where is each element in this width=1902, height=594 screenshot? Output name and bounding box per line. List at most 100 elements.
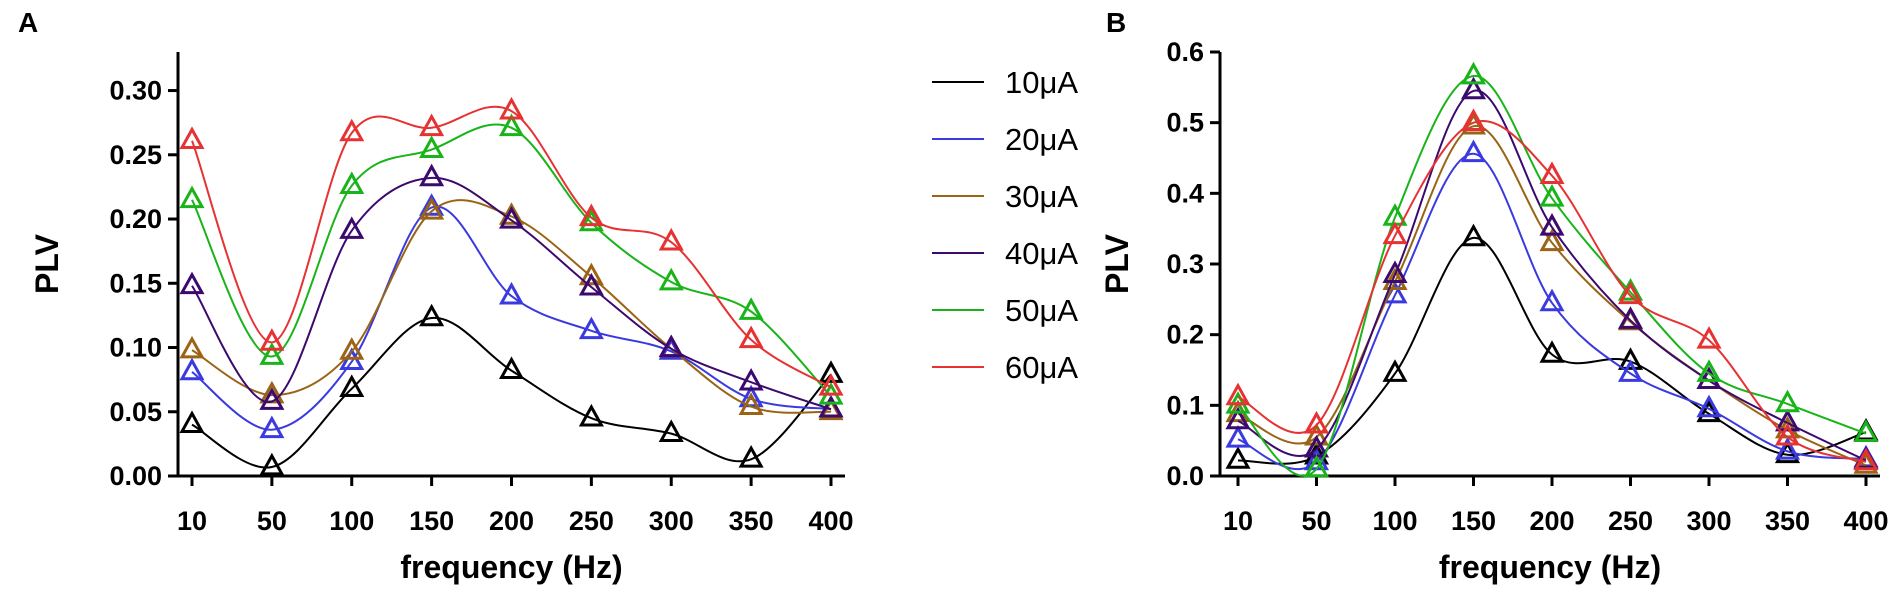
series-line	[191, 205, 832, 431]
data-point-marker	[179, 126, 205, 149]
data-point-marker	[259, 452, 285, 476]
data-point-marker	[179, 410, 205, 433]
data-point-marker	[578, 272, 604, 296]
data-point-marker	[1539, 213, 1565, 236]
x-tick-label: 250	[569, 506, 614, 536]
data-point-marker	[1382, 359, 1408, 382]
data-point-marker	[658, 419, 684, 442]
data-point-marker	[1225, 406, 1251, 430]
x-axis-title: frequency (Hz)	[400, 549, 622, 585]
x-tick-label: 400	[808, 506, 853, 536]
data-point-marker	[498, 206, 525, 229]
series-line	[1237, 74, 1867, 477]
x-tick-label: 50	[1301, 506, 1331, 536]
data-point-marker	[1617, 306, 1644, 329]
data-point-marker	[1617, 359, 1644, 382]
series-line	[1237, 236, 1867, 465]
y-tick-label: 0.25	[109, 140, 162, 170]
series-line	[1237, 125, 1867, 467]
panel-a: A 0.00 0.05 0.10 0.15 0.20 0.25 0.30 10 50 100 150 2…	[18, 7, 854, 585]
x-tick-label: 350	[1765, 506, 1810, 536]
y-axis-title: PLV	[1099, 233, 1135, 294]
data-point-marker	[1460, 139, 1487, 163]
x-tick-label: 100	[1372, 506, 1417, 536]
series-20ua	[1225, 139, 1879, 471]
data-point-marker	[1696, 366, 1722, 389]
legend: 10μA 20μA 30μA 40μA 50μA 60μA	[932, 65, 1078, 385]
x-tick-label: 400	[1843, 506, 1888, 536]
x-tick-label: 150	[1451, 506, 1496, 536]
data-point-marker	[578, 262, 604, 286]
data-point-marker	[1696, 394, 1722, 418]
legend-item: 40μA	[932, 236, 1078, 271]
data-point-marker	[1774, 422, 1801, 446]
data-point-marker	[419, 193, 445, 216]
x-tick-label: 300	[649, 506, 694, 536]
data-point-marker	[1539, 340, 1565, 363]
legend-item: 20μA	[932, 122, 1078, 157]
axes-lines	[1218, 52, 1880, 478]
data-point-marker	[658, 334, 684, 358]
y-tick-label: 0.20	[109, 204, 162, 234]
data-point-marker	[498, 202, 525, 225]
data-point-marker	[1617, 347, 1644, 370]
series-line	[191, 316, 832, 469]
series-line	[191, 199, 832, 414]
legend-label: 20μA	[1005, 122, 1078, 157]
data-point-marker	[1774, 389, 1801, 413]
series-line	[191, 123, 832, 397]
series-40ua	[179, 163, 844, 418]
x-tick-label: 150	[409, 506, 454, 536]
x-tick-label: 250	[1608, 506, 1653, 536]
legend-label: 10μA	[1005, 65, 1078, 100]
series-line	[191, 105, 832, 389]
y-tick-label: 0.1	[1166, 390, 1204, 420]
legend-item: 50μA	[932, 293, 1078, 328]
data-point-marker	[818, 394, 844, 418]
y-axis-title: PLV	[29, 233, 65, 294]
y-tick-label: 0.4	[1166, 178, 1204, 208]
data-point-marker	[259, 387, 285, 410]
data-point-marker	[179, 185, 205, 209]
data-point-marker	[1853, 447, 1879, 471]
panel-label: A	[18, 7, 38, 38]
data-point-marker	[1460, 61, 1487, 85]
data-point-marker	[498, 96, 525, 120]
series-60ua	[179, 96, 844, 396]
data-point-marker	[738, 392, 764, 415]
data-point-marker	[339, 118, 365, 142]
data-point-marker	[1853, 419, 1879, 442]
x-tick-label: 50	[257, 506, 287, 536]
data-point-marker	[738, 445, 764, 468]
series-line	[1237, 120, 1867, 463]
data-point-marker	[578, 316, 604, 340]
data-point-marker	[818, 360, 844, 383]
series-line	[1237, 89, 1867, 462]
data-point-marker	[419, 163, 445, 187]
data-point-marker	[419, 135, 445, 158]
data-point-marker	[179, 271, 205, 295]
y-tick-label: 0.0	[1166, 461, 1204, 491]
data-point-marker	[1617, 281, 1644, 305]
data-point-marker	[1696, 359, 1722, 382]
data-point-marker	[1539, 184, 1565, 207]
series-60ua	[1225, 108, 1879, 471]
x-tick-label: 200	[489, 506, 534, 536]
legend-item: 60μA	[932, 350, 1078, 385]
x-tick-label: 300	[1686, 506, 1731, 536]
data-point-marker	[419, 113, 445, 137]
data-point-marker	[1460, 223, 1487, 247]
legend-label: 50μA	[1005, 293, 1078, 328]
data-point-marker	[419, 197, 445, 220]
y-tick-label: 0.15	[109, 268, 162, 298]
x-tick-label: 350	[729, 506, 774, 536]
y-tick-label: 0.3	[1166, 249, 1204, 279]
data-point-marker	[339, 337, 365, 360]
data-point-marker	[738, 297, 764, 320]
y-tick-label: 0.05	[109, 397, 162, 427]
y-tick-label: 0.6	[1166, 37, 1204, 67]
data-point-marker	[1382, 221, 1408, 245]
data-point-marker	[1853, 451, 1879, 474]
legend-label: 60μA	[1005, 350, 1078, 385]
